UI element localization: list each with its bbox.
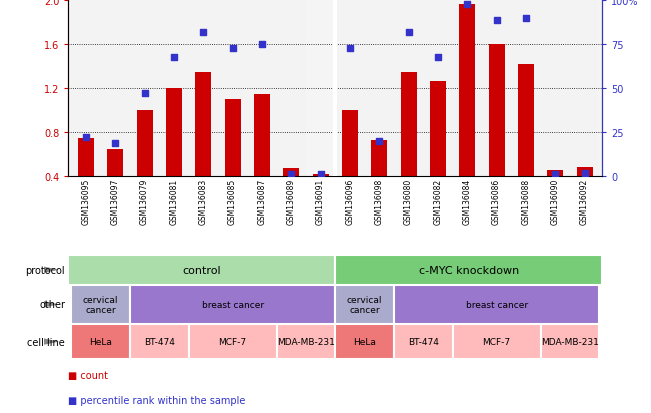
Bar <box>394 324 452 359</box>
Bar <box>247 1 277 177</box>
Bar <box>547 170 563 221</box>
Bar <box>511 1 540 177</box>
Point <box>550 172 561 178</box>
Text: cell line: cell line <box>27 337 65 347</box>
Point <box>433 54 443 61</box>
Text: MDA-MB-231: MDA-MB-231 <box>277 337 335 346</box>
Text: MCF-7: MCF-7 <box>219 337 247 346</box>
Bar <box>452 1 482 177</box>
Bar <box>394 285 599 324</box>
Bar <box>166 89 182 221</box>
Bar <box>335 285 394 324</box>
Point <box>169 54 179 61</box>
Text: MCF-7: MCF-7 <box>482 337 510 346</box>
Text: other: other <box>39 299 65 310</box>
Bar <box>452 324 540 359</box>
Point <box>521 15 531 22</box>
Bar <box>488 45 505 221</box>
Text: MDA-MB-231: MDA-MB-231 <box>541 337 599 346</box>
Point <box>462 1 473 8</box>
Bar <box>518 65 534 221</box>
Point <box>256 42 267 48</box>
Point <box>286 172 296 178</box>
Bar <box>482 1 511 177</box>
Point <box>315 172 326 178</box>
Bar <box>430 81 446 221</box>
Bar <box>195 73 212 221</box>
Bar <box>189 1 218 177</box>
Text: breast cancer: breast cancer <box>465 300 528 309</box>
Bar <box>365 1 394 177</box>
Bar <box>335 255 602 285</box>
Bar <box>130 1 159 177</box>
Bar <box>78 138 94 221</box>
Bar <box>371 140 387 221</box>
Bar <box>225 100 241 221</box>
Bar <box>107 150 123 221</box>
Bar <box>335 1 365 177</box>
Bar <box>254 95 270 221</box>
Bar <box>577 168 592 221</box>
Point <box>227 45 238 52</box>
Text: control: control <box>182 265 221 275</box>
Bar <box>283 169 299 221</box>
Bar <box>570 1 599 177</box>
Point <box>139 91 150 97</box>
Bar <box>137 111 153 221</box>
Text: BT-474: BT-474 <box>144 337 174 346</box>
Point <box>374 138 385 145</box>
Point <box>110 140 120 147</box>
Text: cervical
cancer: cervical cancer <box>83 295 118 314</box>
Text: HeLa: HeLa <box>353 337 376 346</box>
Bar <box>72 1 101 177</box>
Bar <box>68 255 335 285</box>
Bar <box>101 1 130 177</box>
Bar <box>277 324 335 359</box>
Point <box>579 170 590 176</box>
Point <box>345 45 355 52</box>
Point <box>492 17 502 24</box>
Bar <box>130 324 189 359</box>
Point <box>404 29 414 36</box>
Bar <box>159 1 189 177</box>
Bar <box>394 1 423 177</box>
Bar <box>400 73 417 221</box>
Bar <box>540 1 570 177</box>
Text: HeLa: HeLa <box>89 337 112 346</box>
Bar <box>423 1 452 177</box>
Point <box>81 135 91 141</box>
Text: cervical
cancer: cervical cancer <box>347 295 382 314</box>
Polygon shape <box>44 339 59 345</box>
Bar <box>189 324 277 359</box>
Bar <box>342 111 358 221</box>
Point <box>198 29 208 36</box>
Bar <box>218 1 247 177</box>
Text: breast cancer: breast cancer <box>202 300 264 309</box>
Bar <box>130 285 335 324</box>
Bar <box>72 324 130 359</box>
Polygon shape <box>44 267 59 273</box>
Text: ■ percentile rank within the sample: ■ percentile rank within the sample <box>68 394 245 405</box>
Bar <box>459 5 475 221</box>
Text: protocol: protocol <box>25 265 65 275</box>
Bar <box>312 175 329 221</box>
Text: c-MYC knockdown: c-MYC knockdown <box>419 265 519 275</box>
Bar <box>72 285 130 324</box>
Bar <box>540 324 599 359</box>
Bar <box>335 324 394 359</box>
Polygon shape <box>44 301 59 308</box>
Bar <box>277 1 306 177</box>
Text: ■ count: ■ count <box>68 370 108 380</box>
Text: BT-474: BT-474 <box>408 337 439 346</box>
